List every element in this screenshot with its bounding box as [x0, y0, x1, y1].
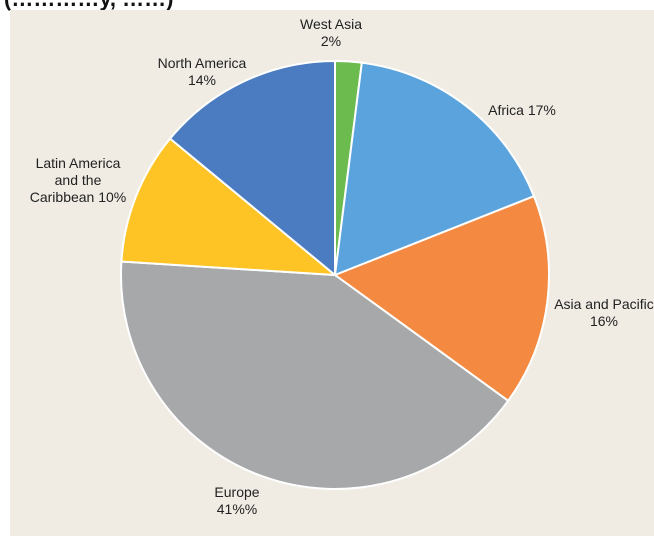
- slice-label-line: 14%: [188, 72, 216, 88]
- pie-slice-africa: [333, 61, 536, 277]
- pie-slices: [120, 59, 550, 490]
- slice-label-west-asia: West Asia 2%: [300, 16, 362, 49]
- pie-slice-latin-america-and-the-caribbean: [120, 137, 339, 277]
- slice-label-line: Latin America: [36, 155, 121, 171]
- pie-slice-asia-and-pacific: [332, 194, 550, 403]
- slice-label-line: North America: [158, 55, 247, 71]
- slice-label-line: Europe: [214, 484, 259, 500]
- slice-label-line: Asia and Pacific: [554, 296, 654, 312]
- slice-label-north-america: North America 14%: [158, 55, 247, 88]
- slice-label-asia-and-pacific: Asia and Pacific 16%: [554, 296, 654, 329]
- slice-label-line: 2%: [321, 33, 341, 49]
- slice-label-line: Caribbean 10%: [30, 189, 127, 205]
- slice-label-line: 41%%: [217, 501, 257, 517]
- slice-label-line: West Asia: [300, 16, 362, 32]
- slice-label-latin-america-and-the-caribbean: Latin America and the Caribbean 10%: [30, 155, 127, 205]
- slice-label-line: Africa 17%: [488, 102, 556, 118]
- pie-slice-north-america: [168, 59, 336, 278]
- pie-labels: West Asia 2% Africa 17% Asia and Pacific 16%…: [30, 16, 654, 517]
- cut-off-heading: (…………y, ……): [4, 0, 173, 12]
- slice-label-line: 16%: [590, 313, 618, 329]
- slice-label-line: and the: [55, 172, 102, 188]
- pie-slice-europe: [120, 260, 510, 490]
- slice-label-africa: Africa 17%: [488, 102, 556, 118]
- slice-label-europe: Europe 41%%: [214, 484, 259, 517]
